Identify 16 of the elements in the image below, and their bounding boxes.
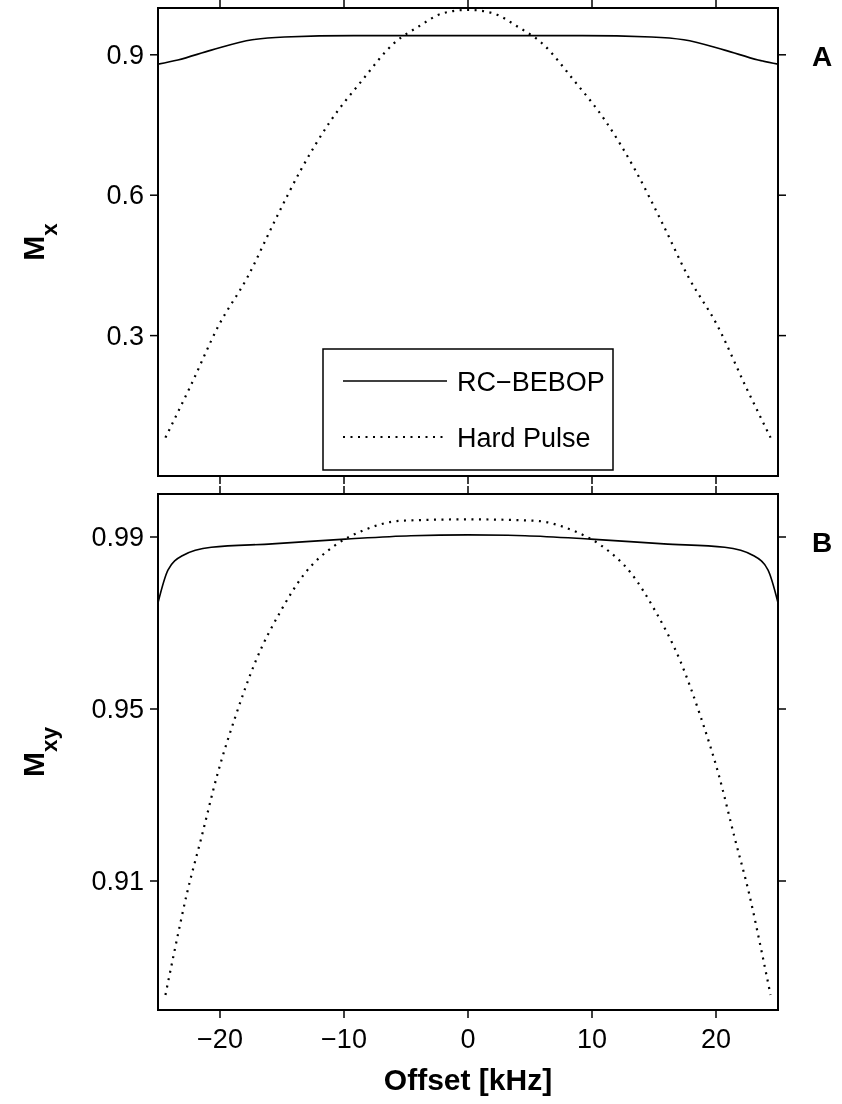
x-tick-label: 0 [460,1024,476,1054]
text: A [811,41,833,72]
x-tick-label: −20 [197,1024,243,1054]
y-tick-label: 0.99 [91,522,144,552]
x-tick-label: 20 [700,1024,732,1054]
legend-label: Hard Pulse [457,423,591,453]
y-tick-label: 0.95 [91,694,144,724]
y-tick-label: 0.3 [106,320,144,351]
y-tick-label: 0.6 [106,180,144,211]
text: B [811,527,833,558]
y-tick-label: 0.91 [91,866,144,896]
y-tick-label: 0.9 [106,39,144,70]
legend-label: RC−BEBOP [457,367,605,397]
x-axis-title: Offset [kHz] [383,1063,553,1096]
x-tick-label: 10 [576,1024,608,1054]
x-tick-label: −10 [321,1024,367,1054]
